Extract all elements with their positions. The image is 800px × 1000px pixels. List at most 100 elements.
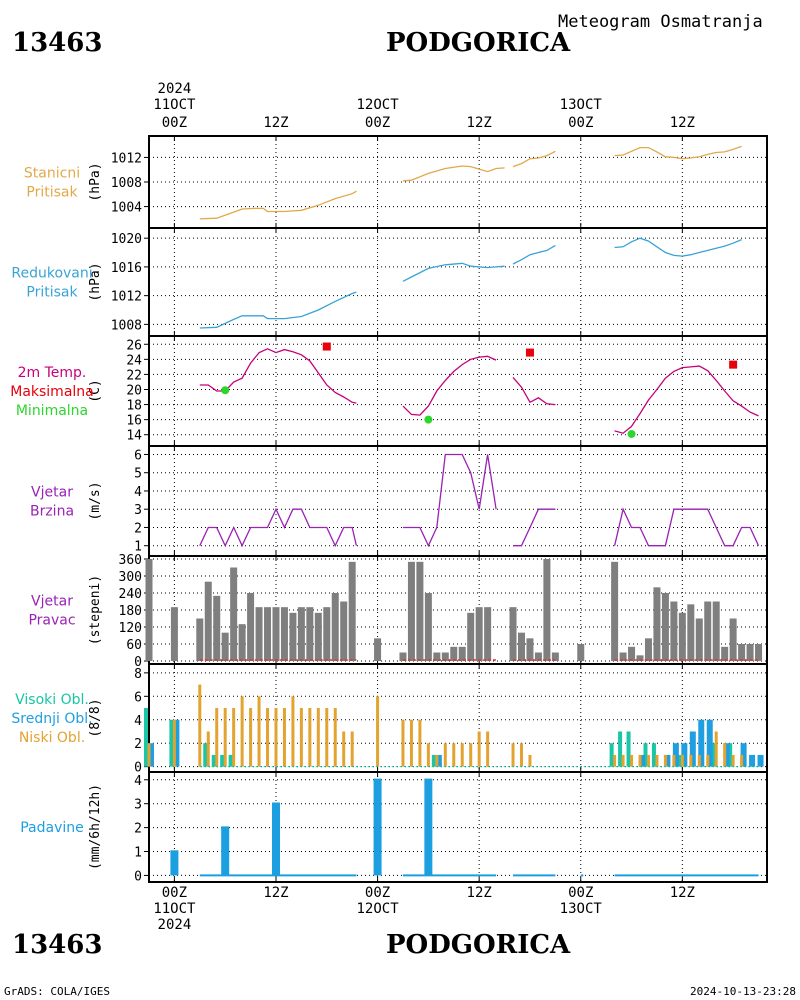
bottom-axis-hour-label: 12Z	[670, 885, 695, 901]
cloud-bar	[206, 731, 210, 767]
max-temp-marker	[322, 342, 331, 351]
wind-direction-bar	[644, 638, 652, 661]
max-temp-marker	[729, 360, 738, 369]
cloud-bar	[672, 754, 676, 767]
wind-direction-bar	[670, 601, 678, 661]
panel-cloud_cover	[144, 663, 768, 773]
y-tick-label: 4	[134, 774, 142, 789]
precip-bar	[221, 826, 230, 876]
cloud-bar	[232, 708, 236, 767]
panel-frame	[148, 771, 768, 883]
panel-variable-label: Vjetar	[31, 594, 73, 610]
y-tick-label: 1016	[111, 261, 142, 276]
cloud-bar	[299, 708, 303, 767]
top-axis-date-label: 12OCT	[356, 97, 399, 113]
cloud-bar	[376, 696, 380, 767]
cloud-bar	[342, 731, 346, 767]
series-line	[199, 291, 357, 329]
panel-variable-label: Minimalna	[16, 403, 88, 419]
y-tick-label: 360	[119, 553, 142, 568]
y-tick-label: 60	[126, 638, 142, 653]
y-axis-label: (mm/6h/12h)	[88, 784, 103, 870]
top-axis-date-label: 11OCT	[153, 97, 196, 113]
series-line	[403, 453, 497, 548]
cloud-bar	[169, 719, 174, 767]
cloud-bar	[211, 754, 216, 767]
y-tick-label: 1	[134, 540, 142, 555]
wind-direction-bar	[213, 595, 221, 661]
wind-direction-bar	[297, 607, 305, 661]
wind-direction-bar	[433, 652, 441, 661]
wind-direction-bar	[170, 607, 178, 661]
cloud-bar	[714, 731, 718, 767]
cloud-bar	[664, 754, 671, 767]
precip-bar	[170, 850, 179, 876]
station-id-top: 13463	[12, 28, 103, 58]
cloud-bar	[350, 731, 354, 767]
panel-variable-label: Brzina	[30, 504, 74, 520]
series-line	[199, 348, 357, 404]
cloud-bar	[469, 743, 473, 767]
wind-direction-bar	[323, 607, 331, 661]
wind-direction-bar	[306, 607, 314, 661]
cloud-bar	[274, 708, 278, 767]
panel-station_pressure	[144, 135, 768, 229]
y-tick-label: 1012	[111, 151, 142, 166]
y-tick-label: 2	[134, 822, 142, 837]
cloud-bar	[689, 754, 693, 767]
cloud-bar	[723, 743, 727, 767]
cloud-bar	[655, 754, 659, 767]
wind-direction-bar	[678, 612, 686, 661]
y-tick-label: 1008	[111, 318, 142, 333]
cloud-bar	[249, 708, 253, 767]
y-axis-label: (hPa)	[88, 162, 103, 201]
series-line	[614, 237, 742, 257]
cloud-bar	[621, 754, 625, 767]
y-tick-label: 4	[134, 714, 142, 729]
series-line	[402, 262, 505, 282]
cloud-bar	[257, 696, 261, 767]
y-tick-label: 5	[134, 467, 142, 482]
y-tick-label: 4	[134, 485, 142, 500]
cloud-bar	[511, 743, 515, 767]
series-line	[512, 376, 556, 406]
cloud-bar	[643, 743, 648, 767]
wind-direction-bar	[416, 561, 424, 661]
wind-direction-bar	[551, 652, 559, 661]
cloud-bar	[477, 731, 481, 767]
cloud-bar	[409, 719, 413, 767]
bottom-axis-date-label: 13OCT	[560, 901, 603, 917]
cloud-bar	[228, 754, 233, 767]
cloud-bar	[706, 754, 710, 767]
panel-variable-label: Niski Obl.	[19, 730, 85, 746]
cloud-bar	[681, 743, 688, 767]
y-tick-label: 3	[134, 798, 142, 813]
y-axis-label: (C)	[88, 379, 103, 402]
cloud-bar	[613, 754, 617, 767]
cloud-bar	[528, 754, 532, 767]
top-axis-year-label: 2024	[158, 81, 192, 97]
cloud-bar	[672, 743, 679, 767]
cloud-bar	[215, 708, 219, 767]
cloud-bar	[148, 743, 154, 767]
cloud-bar	[757, 754, 764, 767]
panel-variable-label: Padavine	[20, 820, 84, 836]
cloud-bar	[282, 708, 286, 767]
panel-variable-label: Srednji Obl.	[11, 711, 92, 727]
bottom-axis-hour-label: 00Z	[568, 885, 593, 901]
wind-direction-bar	[196, 618, 204, 661]
y-axis-label: (m/s)	[88, 481, 103, 520]
cloud-bar	[316, 708, 320, 767]
wind-direction-bar	[534, 652, 542, 661]
panel-variable-label: Pritisak	[26, 285, 78, 301]
meteogram-subtitle: Meteogram Osmatranja	[558, 12, 763, 32]
top-axis-date-label: 13OCT	[560, 97, 603, 113]
cloud-bar	[401, 719, 405, 767]
panel-variable-label: Pritisak	[26, 185, 78, 201]
cloud-bar	[308, 708, 312, 767]
panel-frame	[148, 335, 768, 447]
station-name-bottom: PODGORICA	[386, 930, 571, 960]
wind-direction-bar	[247, 593, 255, 661]
cloud-bar	[333, 708, 337, 767]
cloud-bar	[203, 743, 208, 767]
